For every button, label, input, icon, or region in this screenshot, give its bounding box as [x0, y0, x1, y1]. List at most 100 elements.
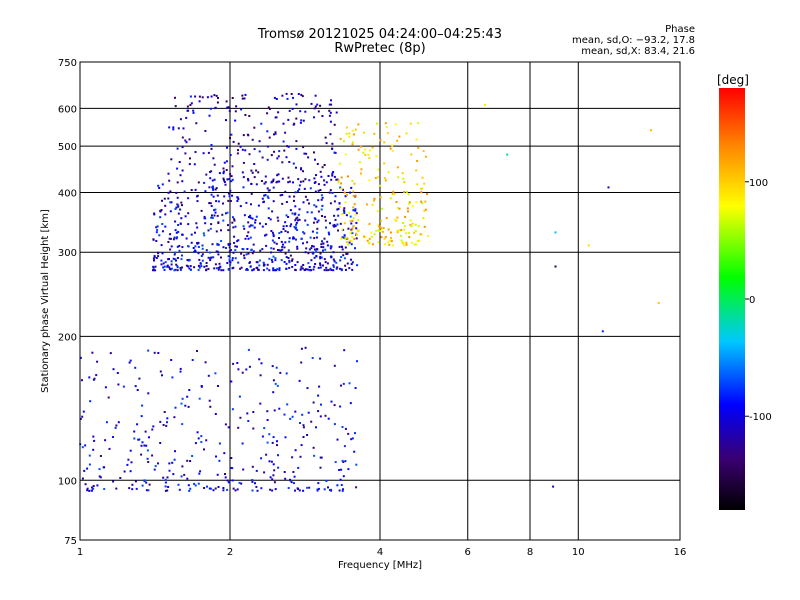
x-tick-label: 1 — [77, 547, 83, 558]
data-point — [228, 110, 231, 113]
data-point — [248, 153, 251, 156]
data-point — [153, 255, 156, 258]
data-point — [397, 176, 400, 179]
data-point — [275, 242, 278, 245]
data-point — [351, 261, 354, 264]
data-point — [225, 212, 227, 215]
data-point — [332, 264, 335, 267]
data-point — [208, 251, 211, 254]
data-point — [340, 188, 343, 190]
data-point — [401, 172, 404, 175]
data-point — [179, 370, 182, 373]
data-point — [259, 374, 262, 377]
data-point — [98, 468, 101, 471]
data-point — [272, 186, 275, 189]
data-point — [278, 269, 281, 272]
data-point — [96, 360, 99, 363]
data-point — [173, 236, 176, 239]
data-point — [351, 227, 354, 230]
data-point — [189, 157, 191, 160]
data-point — [264, 181, 267, 184]
data-point — [319, 170, 322, 173]
data-point — [311, 357, 314, 359]
data-point — [373, 233, 376, 236]
data-point — [153, 351, 156, 354]
data-point — [350, 230, 353, 233]
data-point — [233, 241, 236, 244]
data-point — [304, 346, 307, 349]
data-point — [313, 177, 316, 180]
data-point — [138, 377, 141, 380]
data-point — [197, 264, 200, 267]
data-point — [368, 241, 371, 244]
data-point — [371, 243, 374, 246]
data-point — [306, 211, 309, 214]
data-point — [323, 258, 326, 261]
data-point — [181, 204, 183, 207]
data-point — [272, 235, 275, 238]
data-point — [163, 197, 166, 200]
data-point — [141, 404, 144, 407]
data-point — [210, 223, 213, 226]
data-point — [178, 249, 181, 252]
data-point — [194, 231, 196, 234]
data-point — [174, 208, 177, 210]
data-point — [402, 241, 405, 244]
data-point — [285, 156, 288, 159]
data-point — [383, 162, 386, 165]
data-point — [170, 245, 173, 248]
data-point — [378, 225, 381, 228]
data-point — [266, 145, 269, 148]
data-point — [271, 441, 274, 444]
data-point — [274, 132, 277, 135]
data-point — [554, 231, 557, 234]
data-point — [427, 235, 429, 238]
data-point — [271, 210, 274, 213]
data-point — [292, 181, 294, 184]
data-point — [157, 184, 160, 187]
data-point — [225, 119, 227, 122]
data-point — [317, 487, 320, 490]
data-point — [248, 365, 251, 368]
data-point — [266, 263, 269, 266]
data-point — [342, 475, 345, 478]
data-point — [275, 116, 278, 119]
data-point — [261, 435, 264, 438]
data-point — [289, 254, 292, 257]
data-point — [292, 162, 295, 165]
data-point — [312, 245, 315, 248]
data-point — [222, 487, 225, 489]
data-point — [224, 423, 227, 426]
data-point — [299, 121, 302, 124]
data-point — [351, 143, 354, 146]
data-point — [303, 187, 306, 190]
data-point — [273, 481, 276, 484]
data-point — [351, 232, 354, 235]
data-point — [273, 241, 276, 244]
y-tick-label: 300 — [58, 248, 77, 259]
data-point — [251, 252, 254, 255]
data-point — [251, 465, 254, 468]
data-point — [162, 266, 165, 269]
data-point — [296, 261, 299, 264]
data-point — [209, 177, 212, 180]
data-point — [203, 215, 206, 218]
data-point — [265, 244, 268, 247]
data-point — [305, 247, 308, 250]
data-point — [251, 171, 254, 174]
data-point — [197, 252, 200, 255]
data-point — [373, 197, 376, 200]
data-point — [177, 205, 180, 208]
data-point — [212, 157, 215, 160]
data-point — [210, 487, 213, 490]
data-point — [300, 119, 303, 122]
data-point — [298, 218, 301, 221]
data-point — [214, 106, 217, 109]
data-point — [314, 218, 317, 221]
data-point — [245, 201, 248, 204]
data-point — [303, 232, 306, 235]
data-point — [313, 256, 316, 259]
data-point — [337, 181, 340, 184]
data-point — [318, 385, 321, 388]
data-point — [417, 224, 420, 227]
